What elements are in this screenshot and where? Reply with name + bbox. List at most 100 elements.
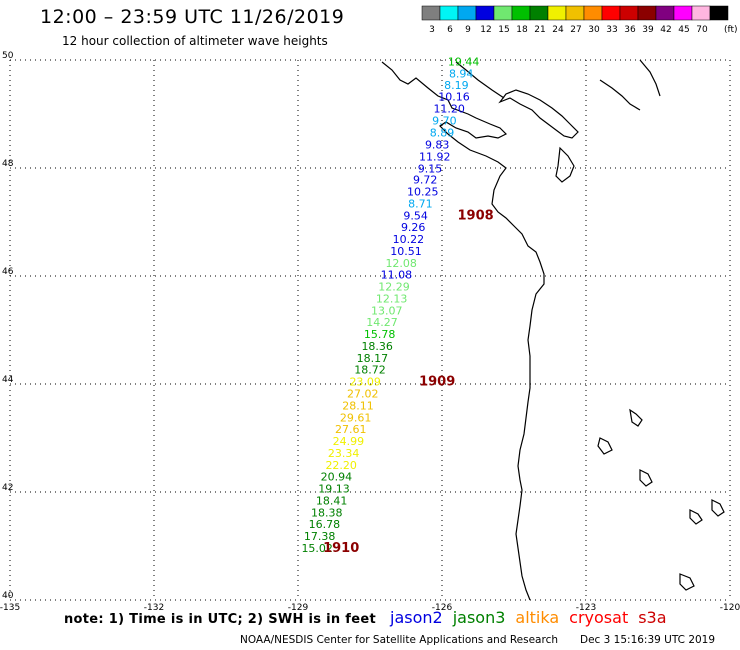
wave-height-label: 9.70 — [432, 114, 457, 127]
lat-lon-grid — [9, 59, 731, 601]
wave-height-label: 14.27 — [366, 316, 398, 329]
coastline-inland-2 — [599, 79, 641, 111]
color-bin-label: 18 — [516, 25, 528, 35]
wave-height-label: 28.11 — [342, 399, 374, 412]
wave-height-label: 8.19 — [444, 79, 469, 92]
wave-height-label: 9.54 — [403, 209, 428, 222]
color-bin-label: 15 — [498, 25, 509, 35]
wave-height-label: 11.20 — [433, 102, 465, 115]
color-bin-label: 45 — [678, 25, 689, 35]
page-subtitle: 12 hour collection of altimeter wave hei… — [62, 34, 328, 48]
axis-tick-labels: -135 -132 -129 -126 -123 -120 40 42 44 46 48 50 — [0, 51, 740, 613]
wave-height-label: 13.07 — [371, 304, 403, 317]
time-marker-label: 1909 — [419, 375, 455, 390]
coastline-mainland — [381, 61, 545, 601]
wave-height-label: 11.08 — [381, 269, 413, 282]
lon-tick-label: -129 — [288, 603, 309, 613]
lon-tick-label: -120 — [720, 603, 740, 613]
time-marker-label: 1910 — [323, 541, 359, 556]
credit-line: NOAA/NESDIS Center for Satellite Applica… — [240, 634, 558, 646]
wave-height-label: 12.08 — [385, 257, 417, 270]
wave-height-label: 18.72 — [354, 364, 386, 377]
coastline-puget-sound — [555, 146, 575, 183]
lat-tick-label: 40 — [2, 591, 14, 601]
footnote: note: 1) Time is in UTC; 2) SWH is in fe… — [64, 612, 376, 627]
lake-4 — [711, 499, 725, 517]
wave-height-label: 9.83 — [425, 139, 450, 152]
wave-height-label: 9.15 — [418, 162, 443, 175]
color-bin-label: 21 — [534, 25, 545, 35]
time-markers: 1908 1909 1910 — [323, 208, 494, 556]
lon-tick-label: -123 — [576, 603, 596, 613]
color-scale-legend: 3 6 9 12 15 18 21 24 27 30 33 36 39 42 45 70 (ft) — [421, 5, 738, 35]
wave-height-label: 17.38 — [304, 530, 336, 543]
color-bin — [709, 5, 729, 21]
wave-height-label: 18.41 — [316, 494, 348, 507]
mission-legend: jason2 jason3 altika cryosat s3a — [390, 608, 677, 627]
wave-height-label: 12.29 — [378, 281, 410, 294]
lat-tick-label: 44 — [2, 375, 14, 385]
coastline-vancouver-island — [498, 89, 579, 139]
lake-2 — [639, 469, 653, 487]
lon-tick-label: -126 — [432, 603, 453, 613]
lat-tick-label: 48 — [2, 159, 14, 169]
wave-height-label: 10.25 — [407, 186, 439, 199]
mission-label: cryosat — [569, 608, 629, 627]
color-bin-label: 39 — [642, 25, 654, 35]
lake-3 — [689, 509, 703, 525]
color-bin-label: 33 — [606, 25, 617, 35]
mission-label: s3a — [638, 608, 667, 627]
wave-height-label: 9.72 — [413, 174, 438, 187]
observation-labels: 19.448.948.1910.1611.209.708.899.8311.92… — [301, 55, 479, 555]
color-bin-label: 9 — [465, 25, 471, 35]
mission-label: altika — [515, 608, 560, 627]
wave-height-label: 18.36 — [361, 340, 393, 353]
wave-height-label: 22.20 — [325, 459, 357, 472]
wave-height-label: 23.34 — [328, 447, 360, 460]
wave-height-label: 12.13 — [376, 292, 408, 305]
color-bin-label: 27 — [570, 25, 581, 35]
wave-height-label: 18.17 — [357, 352, 389, 365]
color-bin-label: 42 — [660, 25, 671, 35]
wave-height-label: 27.61 — [335, 423, 367, 436]
wave-height-label: 9.26 — [401, 221, 426, 234]
coastline-inland-3 — [639, 59, 661, 97]
time-marker-label: 1908 — [458, 208, 494, 223]
mission-label: jason3 — [452, 608, 506, 627]
color-unit-label: (ft) — [724, 25, 738, 35]
lon-tick-label: -135 — [0, 603, 20, 613]
wave-height-label: 19.13 — [318, 483, 350, 496]
coastline-inland-north — [455, 61, 505, 99]
wave-height-label: 11.92 — [419, 150, 451, 163]
lake-1 — [629, 408, 643, 427]
wave-height-label: 8.94 — [449, 67, 474, 80]
wave-height-label: 15.02 — [301, 542, 333, 555]
wave-height-label: 23.09 — [349, 376, 381, 389]
wave-height-label: 8.71 — [408, 197, 433, 210]
wave-height-label: 27.02 — [347, 388, 379, 401]
lat-tick-label: 42 — [2, 483, 13, 493]
wave-height-label: 20.94 — [321, 471, 353, 484]
mission-label: jason2 — [390, 608, 443, 627]
coastline — [381, 59, 725, 601]
lat-tick-label: 46 — [2, 267, 14, 277]
wave-height-label: 15.78 — [364, 328, 396, 341]
lake-6 — [597, 437, 613, 455]
wave-height-label: 24.99 — [333, 435, 365, 448]
wave-height-label: 29.61 — [340, 411, 372, 424]
page-title: 12:00 – 23:59 UTC 11/26/2019 — [40, 6, 345, 28]
color-bin-label: 24 — [552, 25, 564, 35]
color-bin-label: 3 — [429, 25, 435, 35]
color-bin-label: 12 — [480, 25, 491, 35]
generated-timestamp: Dec 3 15:16:39 UTC 2019 — [580, 634, 716, 646]
lake-5 — [679, 573, 695, 591]
wave-height-label: 10.22 — [393, 233, 425, 246]
color-bin-label: 30 — [588, 25, 600, 35]
wave-height-label: 8.89 — [430, 127, 455, 140]
color-bin-label: 6 — [447, 25, 453, 35]
wave-height-label: 18.38 — [311, 506, 343, 519]
lat-tick-label: 50 — [2, 51, 14, 61]
color-bin-label: 36 — [624, 25, 636, 35]
wave-height-label: 19.44 — [448, 55, 480, 68]
